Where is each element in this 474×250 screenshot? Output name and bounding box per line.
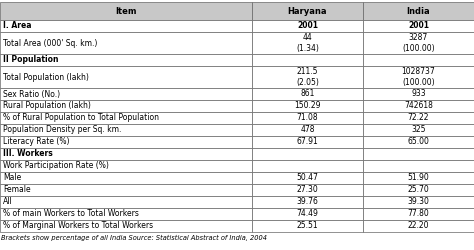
Text: 2001: 2001: [297, 22, 318, 30]
Bar: [252, 66, 363, 88]
Text: 71.08: 71.08: [297, 114, 319, 122]
Bar: [363, 20, 474, 32]
Text: I. Area: I. Area: [3, 22, 31, 30]
Bar: [0, 88, 252, 100]
Bar: [363, 100, 474, 112]
Bar: [252, 112, 363, 124]
Bar: [0, 160, 252, 172]
Bar: [252, 88, 363, 100]
Text: Brackets show percentage of all India Source: Statistical Abstract of India, 200: Brackets show percentage of all India So…: [1, 235, 267, 241]
Bar: [0, 196, 252, 208]
Text: India: India: [407, 6, 430, 16]
Text: 861: 861: [301, 90, 315, 98]
Text: 22.20: 22.20: [408, 222, 429, 230]
Bar: [0, 112, 252, 124]
Bar: [363, 32, 474, 54]
Text: 25.51: 25.51: [297, 222, 319, 230]
Text: Haryana: Haryana: [288, 6, 327, 16]
Bar: [252, 54, 363, 66]
Bar: [0, 148, 252, 160]
Bar: [0, 136, 252, 148]
Text: 478: 478: [300, 126, 315, 134]
Bar: [252, 196, 363, 208]
Bar: [252, 136, 363, 148]
Text: Total Area (000' Sq. km.): Total Area (000' Sq. km.): [3, 38, 97, 48]
Bar: [252, 184, 363, 196]
Text: 27.30: 27.30: [297, 186, 319, 194]
Bar: [363, 148, 474, 160]
Text: % of main Workers to Total Workers: % of main Workers to Total Workers: [3, 210, 139, 218]
Text: 150.29: 150.29: [294, 102, 321, 110]
Text: Work Participation Rate (%): Work Participation Rate (%): [3, 162, 109, 170]
Bar: [363, 196, 474, 208]
Text: Rural Population (lakh): Rural Population (lakh): [3, 102, 91, 110]
Text: 3287
(100.00): 3287 (100.00): [402, 33, 435, 53]
Bar: [252, 100, 363, 112]
Bar: [252, 20, 363, 32]
Bar: [363, 208, 474, 220]
Bar: [363, 124, 474, 136]
Bar: [0, 220, 252, 232]
Text: 2001: 2001: [408, 22, 429, 30]
Bar: [0, 66, 252, 88]
Bar: [363, 88, 474, 100]
Text: Male: Male: [3, 174, 21, 182]
Text: Female: Female: [3, 186, 31, 194]
Text: Item: Item: [115, 6, 137, 16]
Text: 72.22: 72.22: [408, 114, 429, 122]
Text: 77.80: 77.80: [408, 210, 429, 218]
Bar: [252, 148, 363, 160]
Text: 1028737
(100.00): 1028737 (100.00): [401, 67, 436, 87]
Bar: [0, 124, 252, 136]
Bar: [0, 54, 252, 66]
Text: Literacy Rate (%): Literacy Rate (%): [3, 138, 70, 146]
Bar: [252, 2, 363, 20]
Bar: [0, 2, 252, 20]
Bar: [252, 220, 363, 232]
Bar: [0, 172, 252, 184]
Bar: [252, 208, 363, 220]
Text: 67.91: 67.91: [297, 138, 319, 146]
Text: 44
(1.34): 44 (1.34): [296, 33, 319, 53]
Text: % of Marginal Workers to Total Workers: % of Marginal Workers to Total Workers: [3, 222, 153, 230]
Text: 74.49: 74.49: [297, 210, 319, 218]
Text: 39.76: 39.76: [297, 198, 319, 206]
Bar: [363, 54, 474, 66]
Text: II Population: II Population: [3, 56, 58, 64]
Text: 39.30: 39.30: [408, 198, 429, 206]
Bar: [252, 160, 363, 172]
Text: III. Workers: III. Workers: [3, 150, 53, 158]
Bar: [0, 100, 252, 112]
Text: Total Population (lakh): Total Population (lakh): [3, 72, 89, 82]
Bar: [252, 32, 363, 54]
Bar: [252, 124, 363, 136]
Text: Sex Ratio (No.): Sex Ratio (No.): [3, 90, 60, 98]
Text: % of Rural Population to Total Population: % of Rural Population to Total Populatio…: [3, 114, 159, 122]
Bar: [363, 66, 474, 88]
Text: 51.90: 51.90: [408, 174, 429, 182]
Bar: [363, 172, 474, 184]
Bar: [0, 184, 252, 196]
Text: 325: 325: [411, 126, 426, 134]
Text: 25.70: 25.70: [408, 186, 429, 194]
Bar: [252, 172, 363, 184]
Text: All: All: [3, 198, 13, 206]
Text: 211.5
(2.05): 211.5 (2.05): [296, 67, 319, 87]
Text: Population Density per Sq. km.: Population Density per Sq. km.: [3, 126, 121, 134]
Bar: [363, 2, 474, 20]
Bar: [363, 112, 474, 124]
Bar: [363, 136, 474, 148]
Bar: [363, 184, 474, 196]
Bar: [363, 160, 474, 172]
Text: 50.47: 50.47: [297, 174, 319, 182]
Text: 933: 933: [411, 90, 426, 98]
Bar: [0, 208, 252, 220]
Text: 742618: 742618: [404, 102, 433, 110]
Bar: [0, 32, 252, 54]
Text: 65.00: 65.00: [408, 138, 429, 146]
Bar: [0, 20, 252, 32]
Bar: [363, 220, 474, 232]
